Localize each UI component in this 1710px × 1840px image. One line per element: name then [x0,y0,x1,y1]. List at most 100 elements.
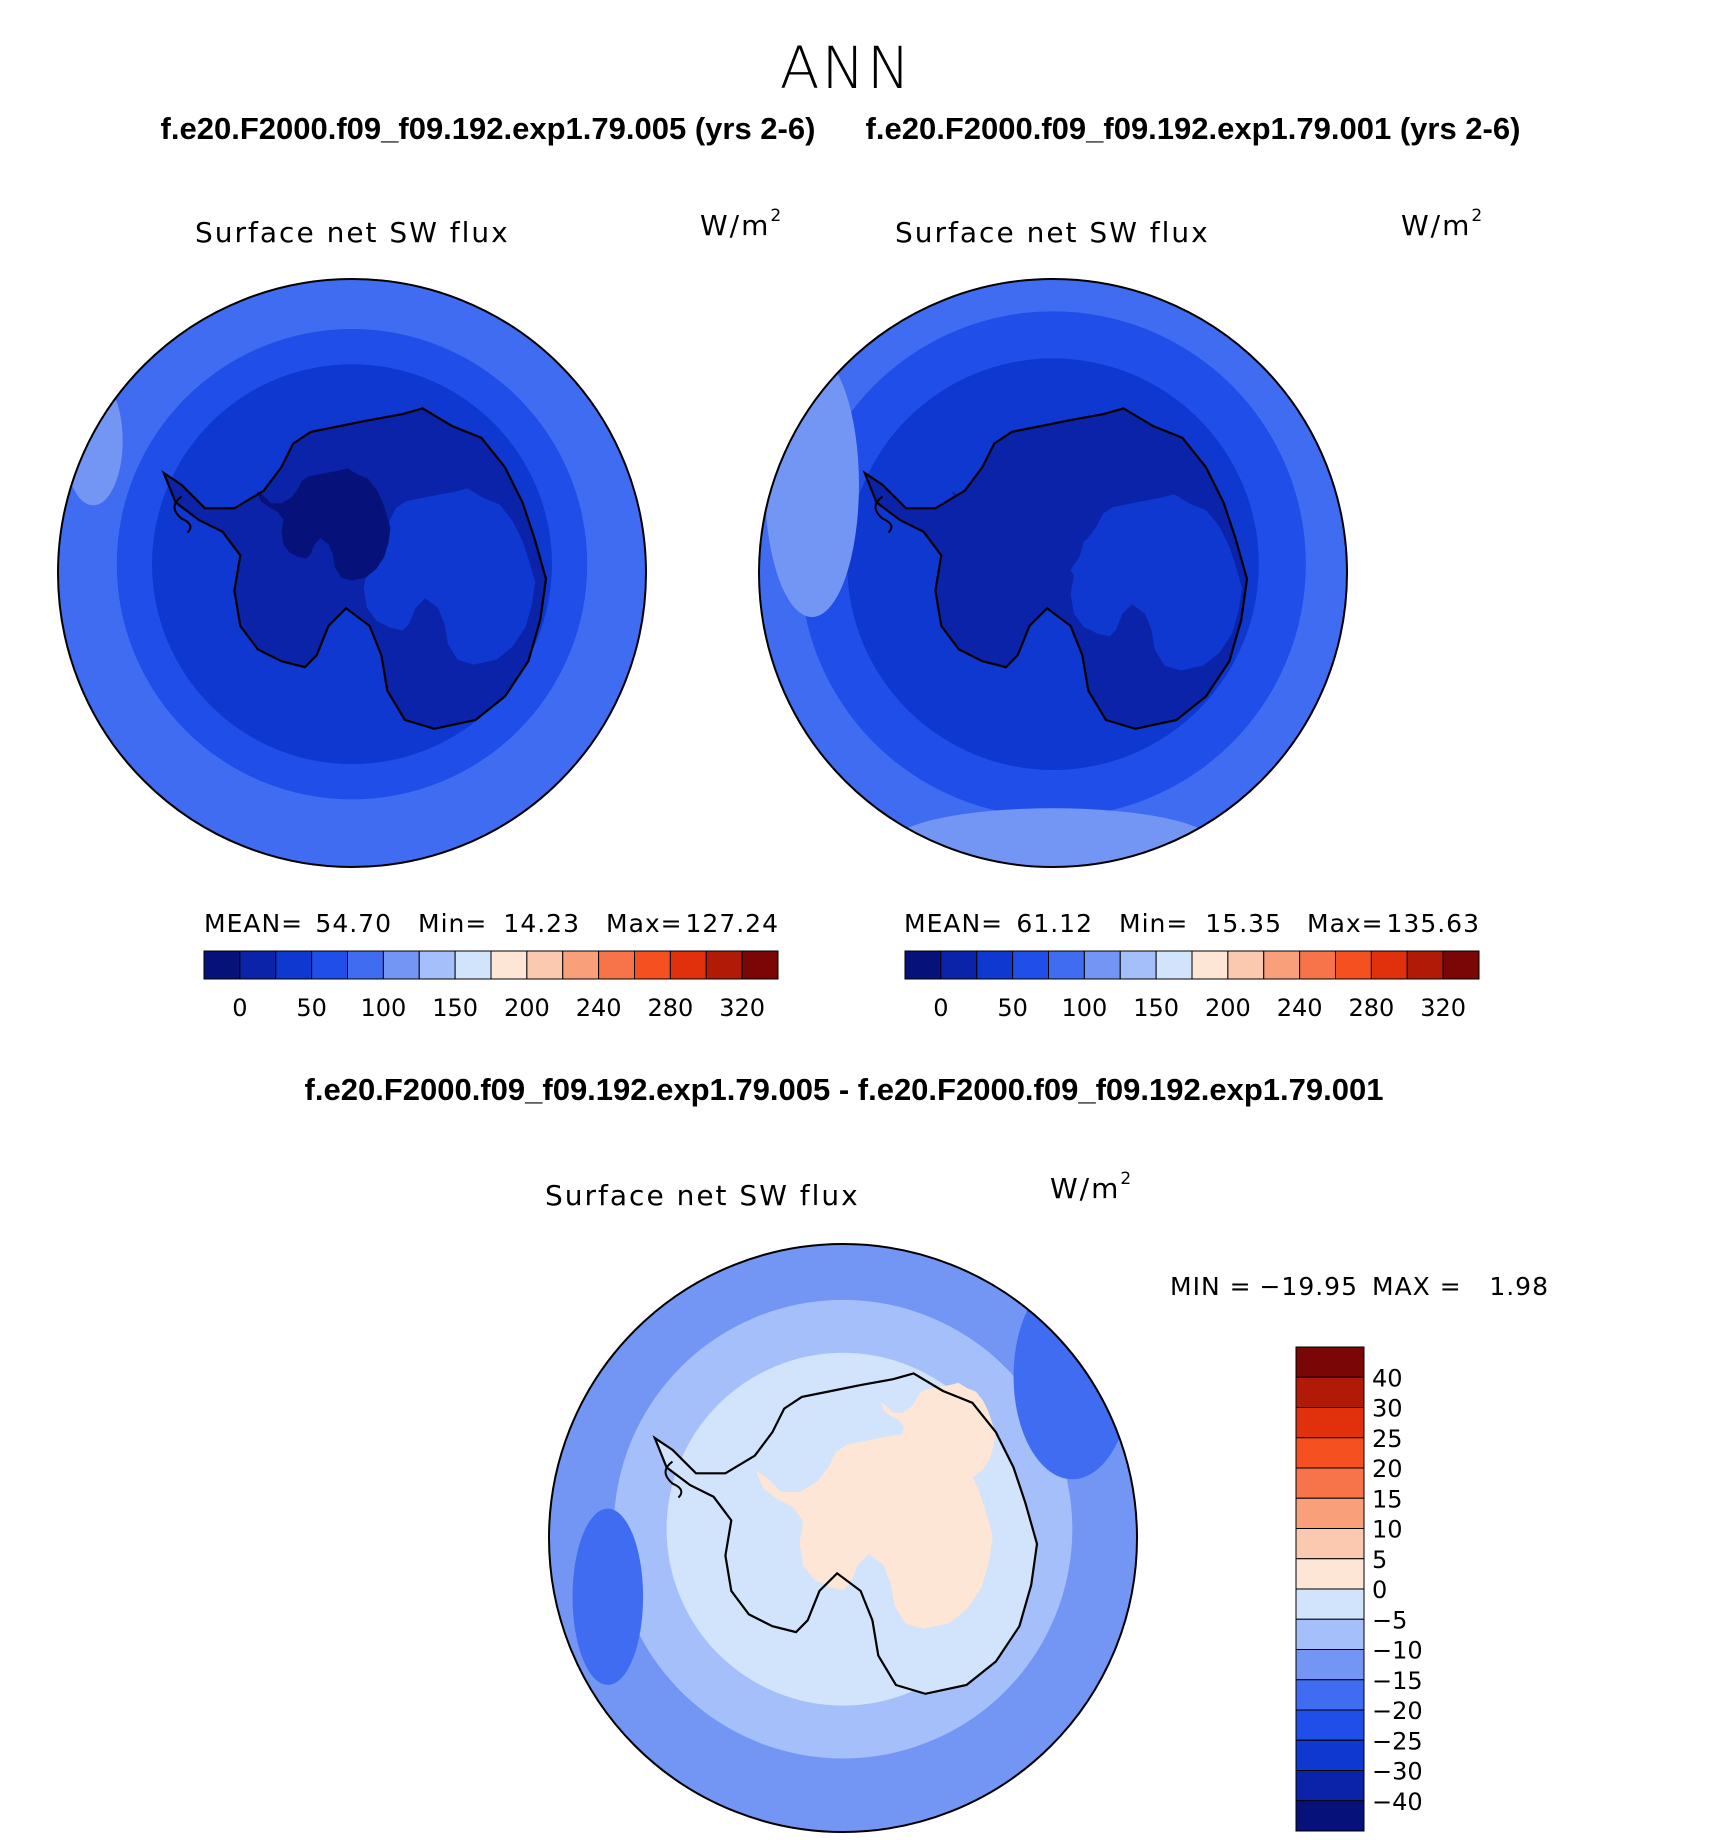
contour-band-patch-1 [1013,1273,1132,1480]
case-ctrl-title: f.e20.F2000.f09_f09.192.exp1.79.001 (yrs… [866,111,1521,146]
panel-test-max-value: 127.24 [686,909,779,938]
panel-test-units-sup: 2 [770,206,783,226]
colorbar-tick-label: 200 [504,994,550,1022]
panel-difference-variable-title: Surface net SW flux [545,1179,860,1212]
colorbar-tick-label: 100 [1061,994,1107,1022]
antarctica-coastline [161,407,548,730]
colorbar-box [741,950,779,980]
contour-band-patch-2 [572,1508,644,1686]
colorbar-box [1191,950,1229,980]
colorbar-box [562,950,600,980]
panel-control-mean-label: MEAN= [904,909,1003,938]
figure-title: ANN [780,34,912,102]
colorbar-tick-label: 40 [1372,1364,1403,1392]
panel-test: Surface net SW flux W/m2 MEAN= 54.70 Min… [57,206,783,1022]
contour-band-land-3 [256,468,391,581]
colorbar-tick-label: −30 [1372,1758,1423,1786]
panel-control-mean-value: 61.12 [1016,909,1093,938]
case-test-title: f.e20.F2000.f09_f09.192.exp1.79.005 (yrs… [161,111,816,146]
colorbar-box [1295,1407,1365,1439]
contour-band-land-3 [880,1382,996,1479]
panel-difference-units-base: W/m [1050,1172,1120,1205]
contour-band-land-2 [325,488,536,665]
colorbar-box [1155,950,1193,980]
diff-title: f.e20.F2000.f09_f09.192.exp1.79.005 - f.… [305,1072,1384,1107]
panel-test-mean-label: MEAN= [204,909,303,938]
colorbar-box [1295,1376,1365,1408]
colorbar-tick-label: 50 [296,994,327,1022]
panel-control-min-label: Min= [1119,909,1188,938]
colorbar-tick-label: −10 [1372,1637,1423,1665]
colorbar-box [1295,1800,1365,1832]
panel-difference-max-value: 1.98 [1489,1272,1549,1301]
colorbar-tick-label: 280 [647,994,693,1022]
panel-test-units-base: W/m [700,209,770,242]
panel-control-colorbar: 0 50 100 150 200 240 280 320 [904,950,1480,1022]
panel-difference: Surface net SW flux W/m2 MIN = −19.95 MA… [545,1169,1549,1833]
colorbar-box [1119,950,1157,980]
panel-control-map-border [758,278,1348,868]
colorbar-box [1227,950,1265,980]
colorbar-tick-label: 20 [1372,1455,1403,1483]
colorbar-box [634,950,671,980]
contour-band-patch-1 [764,352,859,618]
panel-difference-map-border [548,1243,1138,1833]
panel-test-stats: MEAN= 54.70 Min= 14.23 Max= 127.24 [204,909,779,938]
panel-control-max-value: 135.63 [1387,909,1480,938]
panel-control-units-sup: 2 [1471,206,1484,226]
colorbar-tick-label: 240 [1277,994,1323,1022]
panel-control-min-value: 15.35 [1205,909,1282,938]
colorbar-tick-label: 280 [1348,994,1394,1022]
colorbar-tick-label: 200 [1205,994,1251,1022]
panel-difference-min-label: MIN = [1170,1272,1252,1301]
colorbar-box [1406,950,1444,980]
colorbar-box [669,950,707,980]
colorbar-box [1048,950,1085,980]
colorbar-box [1263,950,1301,980]
colorbar-box [1295,1528,1365,1560]
colorbar-tick-label: 5 [1372,1546,1387,1574]
colorbar-box [1295,1618,1365,1650]
colorbar-tick-label: 25 [1372,1425,1403,1453]
colorbar-box [490,950,528,980]
colorbar-box [1295,1709,1365,1741]
colorbar-tick-label: −15 [1372,1667,1423,1695]
colorbar-box [239,950,277,980]
colorbar-box [526,950,564,980]
colorbar-box [705,950,743,980]
colorbar-box [275,950,313,980]
colorbar-box [976,950,1014,980]
colorbar-tick-label: −25 [1372,1727,1423,1755]
colorbar-box [1295,1467,1365,1499]
colorbar-box [1295,1679,1365,1711]
colorbar-box [1295,1558,1365,1590]
ross-ice-shelf-outline [664,1460,683,1499]
colorbar-box [418,950,456,980]
colorbar-tick-label: 50 [997,994,1028,1022]
panel-control: Surface net SW flux W/m2 MEAN= 61.12 Min… [758,206,1484,1022]
panel-test-mean-value: 54.70 [315,909,392,938]
panel-test-map-border [57,278,647,868]
colorbar-box [1370,950,1408,980]
colorbar-box [1295,1437,1365,1469]
colorbar-box [1295,1497,1365,1529]
panel-test-max-label: Max= [606,909,683,938]
panel-control-stats: MEAN= 61.12 Min= 15.35 Max= 135.63 [904,909,1480,938]
panel-difference-stats: MIN = −19.95 MAX = 1.98 [1170,1272,1549,1301]
panel-difference-max-label: MAX = [1372,1272,1462,1301]
colorbar-box [1295,1770,1365,1802]
colorbar-box [1295,1588,1365,1620]
colorbar-box [598,950,635,980]
panel-test-min-value: 14.23 [503,909,580,938]
colorbar-box [454,950,492,980]
colorbar-box [904,950,942,980]
panel-test-variable-title: Surface net SW flux [195,216,510,249]
colorbar-tick-label: 150 [1133,994,1179,1022]
panel-control-variable-title: Surface net SW flux [895,216,1210,249]
colorbar-box [1299,950,1336,980]
colorbar-tick-label: −5 [1372,1606,1407,1634]
contour-band-land-2 [755,1430,993,1629]
panel-control-units: W/m2 [1401,206,1484,242]
